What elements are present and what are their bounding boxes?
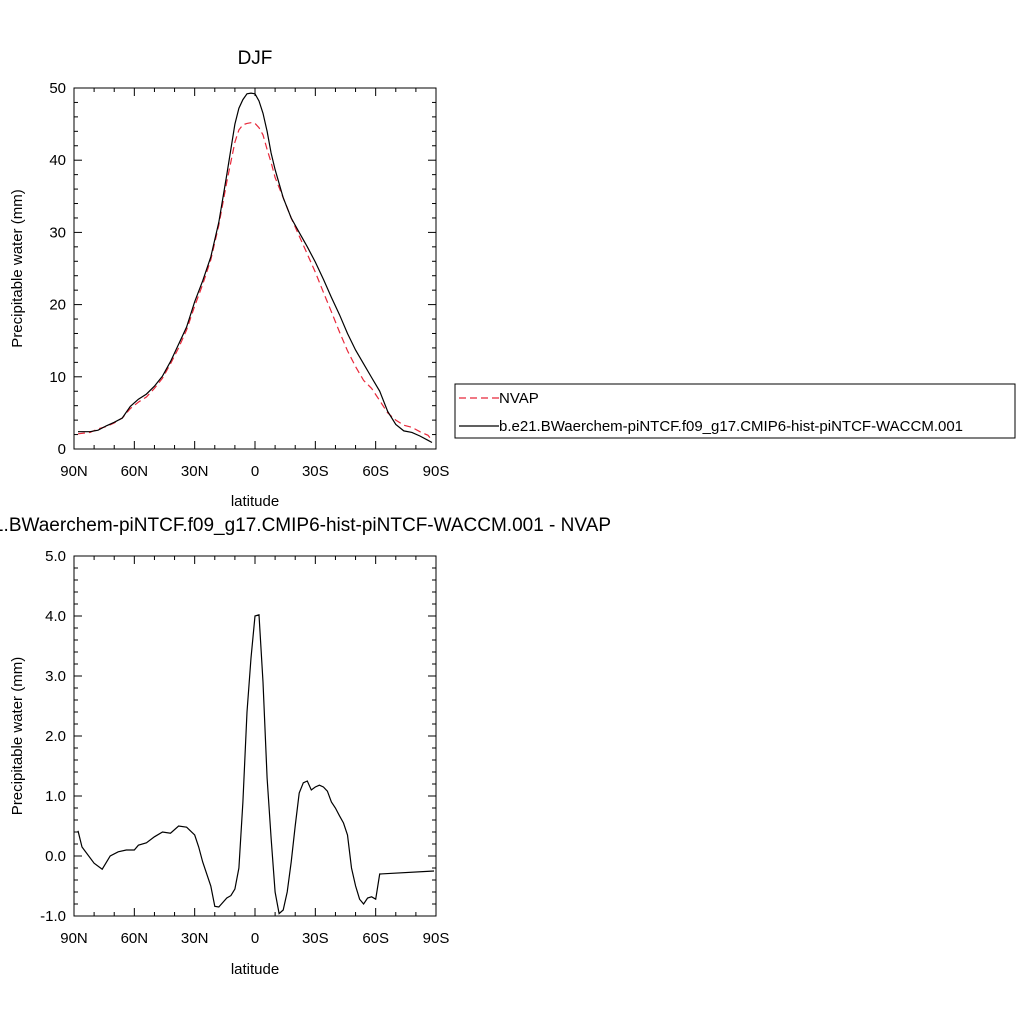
legend-label-2: b.e21.BWaerchem-piNTCF.f09_g17.CMIP6-his… bbox=[499, 418, 963, 435]
y-axis-label: Precipitable water (mm) bbox=[9, 189, 26, 347]
x-tick-label: 30N bbox=[181, 463, 209, 480]
y-tick-label: 40 bbox=[49, 152, 66, 169]
y-tick-label: 5.0 bbox=[45, 548, 66, 565]
x-tick-label: 0 bbox=[251, 463, 259, 480]
x-axis-label: latitude bbox=[231, 493, 279, 510]
x-tick-label: 90S bbox=[423, 930, 450, 947]
x-tick-label: 60S bbox=[362, 463, 389, 480]
y-tick-label: 0.0 bbox=[45, 848, 66, 865]
series-line-2 bbox=[78, 92, 433, 444]
y-tick-label: 30 bbox=[49, 224, 66, 241]
legend-label-1: NVAP bbox=[499, 390, 539, 407]
y-tick-label: 10 bbox=[49, 369, 66, 386]
x-tick-label: 60N bbox=[121, 463, 149, 480]
chart-title: DJF bbox=[238, 48, 273, 69]
plot-frame bbox=[73, 555, 437, 917]
x-axis-label: latitude bbox=[231, 961, 279, 978]
legend: NVAP b.e21.BWaerchem-piNTCF.f09_g17.CMIP6… bbox=[454, 383, 1016, 439]
y-tick-label: 4.0 bbox=[45, 608, 66, 625]
chart-panel-2: b.e21.BWaerchem-piNTCF.f09_g17.CMIP6-his… bbox=[0, 515, 611, 978]
y-tick-label: 2.0 bbox=[45, 728, 66, 745]
x-tick-label: 60N bbox=[121, 930, 149, 947]
y-tick-label: 1.0 bbox=[45, 788, 66, 805]
y-tick-label: 3.0 bbox=[45, 668, 66, 685]
legend-box bbox=[454, 383, 1016, 439]
y-tick-label: 20 bbox=[49, 297, 66, 314]
y-axis-label: Precipitable water (mm) bbox=[9, 657, 26, 815]
x-tick-label: 30S bbox=[302, 463, 329, 480]
y-tick-label: -1.0 bbox=[40, 908, 66, 925]
x-tick-label: 90N bbox=[60, 930, 88, 947]
x-tick-label: 0 bbox=[251, 930, 259, 947]
y-tick-label: 0 bbox=[58, 441, 66, 458]
series-line-1 bbox=[77, 122, 433, 441]
x-tick-label: 30S bbox=[302, 930, 329, 947]
x-tick-label: 90S bbox=[423, 463, 450, 480]
x-tick-label: 30N bbox=[181, 930, 209, 947]
chart-title: b.e21.BWaerchem-piNTCF.f09_g17.CMIP6-his… bbox=[0, 515, 611, 536]
series-line-1 bbox=[77, 614, 435, 915]
x-tick-label: 90N bbox=[60, 463, 88, 480]
chart-panel-1: DJF 0 10 20 30 40 50 90N 60N 30N 0 30S 60S 90S latitud… bbox=[9, 48, 1016, 510]
x-tick-label: 60S bbox=[362, 930, 389, 947]
y-tick-label: 50 bbox=[49, 80, 66, 97]
